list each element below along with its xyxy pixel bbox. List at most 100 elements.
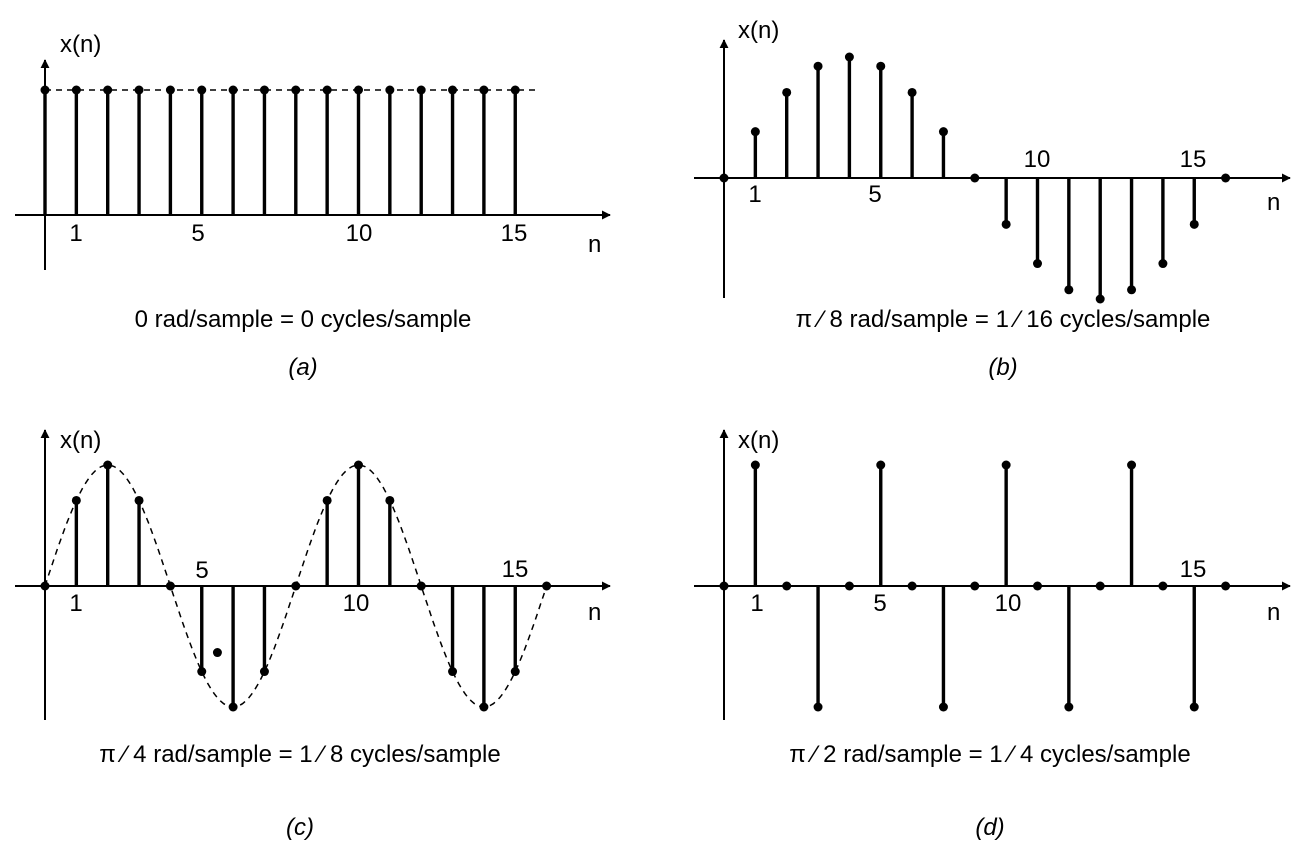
panel-c-sample-0 bbox=[40, 581, 50, 591]
panel-a-sample-9 bbox=[322, 85, 332, 95]
panel-d-tick-15: 15 bbox=[1180, 556, 1207, 583]
panel-d-sample-4 bbox=[844, 581, 854, 591]
panel-c-sample-13 bbox=[448, 667, 458, 677]
panel-b-sample-0 bbox=[719, 173, 729, 183]
panel-d-sample-15 bbox=[1189, 702, 1199, 712]
panel-c-tick-10: 10 bbox=[343, 590, 370, 617]
panel-d-tick-1: 1 bbox=[750, 590, 763, 617]
panel-c-sample-9 bbox=[322, 495, 332, 505]
panel-b-sample-7 bbox=[938, 127, 948, 137]
panel-a-sample-8 bbox=[291, 85, 301, 95]
panel-b-sample-13 bbox=[1127, 285, 1137, 295]
panel-a-ylabel: x(n) bbox=[60, 31, 101, 58]
panel-a-sample-13 bbox=[448, 85, 458, 95]
panel-c-stray-point bbox=[212, 648, 222, 658]
panel-b-sample-1 bbox=[750, 127, 760, 137]
panel-b-caption: π ⁄ 8 rad/sample = 1 ⁄ 16 cycles/sample bbox=[796, 306, 1211, 333]
panel-b-tick-15: 15 bbox=[1180, 146, 1207, 173]
panel-c-sample-3 bbox=[134, 495, 144, 505]
panel-c-sample-11 bbox=[385, 495, 395, 505]
panel-a-tick-10: 10 bbox=[346, 220, 373, 247]
panel-a-sample-1 bbox=[71, 85, 81, 95]
panel-b-tick-5: 5 bbox=[868, 181, 881, 208]
panel-c-sample-2 bbox=[103, 460, 113, 470]
panel-a-sample-11 bbox=[385, 85, 395, 95]
panel-d-tick-10: 10 bbox=[995, 590, 1022, 617]
panel-b-ylabel: x(n) bbox=[738, 17, 779, 44]
panel-b-sample-15 bbox=[1189, 219, 1199, 229]
panel-b-sample-14 bbox=[1158, 259, 1168, 269]
panel-c-sample-5 bbox=[197, 667, 207, 677]
panel-b-plot bbox=[694, 39, 1291, 304]
panel-a-sample-7 bbox=[259, 85, 269, 95]
panel-c-ylabel: x(n) bbox=[60, 427, 101, 454]
panel-d-sample-8 bbox=[970, 581, 980, 591]
panel-a-tick-5: 5 bbox=[191, 220, 204, 247]
panel-c-sample-6 bbox=[228, 702, 238, 712]
panel-d-sample-16 bbox=[1221, 581, 1231, 591]
panel-a-sample-0 bbox=[40, 85, 50, 95]
panel-c-label: (c) bbox=[286, 814, 314, 841]
panel-c-tick-1: 1 bbox=[69, 590, 82, 617]
panel-d-sample-1 bbox=[750, 460, 760, 470]
panel-d-caption: π ⁄ 2 rad/sample = 1 ⁄ 4 cycles/sample bbox=[789, 741, 1190, 768]
panel-d: x(n) n 1 5 10 15 π ⁄ 2 rad/sample = 1 ⁄ … bbox=[694, 427, 1291, 841]
panel-b-tick-10: 10 bbox=[1024, 146, 1051, 173]
panel-b-label: (b) bbox=[988, 354, 1017, 381]
panel-c-tick-5: 5 bbox=[195, 557, 208, 584]
panel-c-sample-10 bbox=[354, 460, 363, 470]
panel-a-tick-1: 1 bbox=[69, 220, 82, 247]
panel-a-sample-15 bbox=[510, 85, 520, 95]
panel-a-sample-5 bbox=[197, 85, 207, 95]
panel-a-ticks: 1 5 10 15 bbox=[69, 220, 527, 247]
panel-a-sample-3 bbox=[134, 85, 144, 95]
panel-c-xlabel: n bbox=[588, 599, 601, 626]
panel-d-sample-13 bbox=[1127, 460, 1137, 470]
panel-c-sample-12 bbox=[416, 581, 426, 591]
panel-b-sample-8 bbox=[970, 173, 980, 183]
panel-a-sample-2 bbox=[103, 85, 113, 95]
panel-b-sample-3 bbox=[813, 61, 823, 71]
panel-b-tick-1: 1 bbox=[748, 181, 761, 208]
panel-d-xlabel: n bbox=[1267, 599, 1280, 626]
panel-b-sample-4 bbox=[844, 52, 854, 62]
panel-b-sample-9 bbox=[1001, 219, 1011, 229]
panel-d-sample-0 bbox=[719, 581, 729, 591]
panel-b-sample-11 bbox=[1064, 285, 1074, 295]
panel-c-sample-7 bbox=[259, 667, 269, 677]
panel-d-sample-2 bbox=[782, 581, 792, 591]
panel-d-label: (d) bbox=[975, 814, 1004, 841]
panel-a-sample-12 bbox=[416, 85, 426, 95]
panel-b-sample-2 bbox=[782, 87, 792, 97]
panel-d-sample-3 bbox=[813, 702, 823, 712]
panel-c-sample-1 bbox=[71, 495, 81, 505]
panel-a-sample-4 bbox=[165, 85, 175, 95]
panel-b-sample-6 bbox=[907, 87, 917, 97]
panel-c-sample-14 bbox=[479, 702, 489, 712]
panel-b-sample-16 bbox=[1221, 173, 1231, 183]
panel-d-sample-10 bbox=[1033, 581, 1042, 591]
panel-d-sample-7 bbox=[938, 702, 948, 712]
panel-a-sample-14 bbox=[479, 85, 489, 95]
panel-a: x(n) n 1 5 10 15 0 rad/sample = 0 cycles… bbox=[15, 31, 611, 381]
panel-b-sample-10 bbox=[1033, 259, 1042, 269]
panel-d-sample-9 bbox=[1001, 460, 1011, 470]
panel-c-caption: π ⁄ 4 rad/sample = 1 ⁄ 8 cycles/sample bbox=[99, 741, 500, 768]
panel-a-caption: 0 rad/sample = 0 cycles/sample bbox=[135, 306, 472, 333]
panel-c-tick-15: 15 bbox=[502, 556, 529, 583]
panel-d-sample-11 bbox=[1064, 702, 1074, 712]
panel-d-ylabel: x(n) bbox=[738, 427, 779, 454]
panel-a-label: (a) bbox=[288, 354, 317, 381]
panel-c: x(n) n 1 5 10 15 π ⁄ 4 rad/sample = 1 ⁄ … bbox=[15, 427, 611, 841]
panel-c-plot bbox=[15, 429, 611, 720]
panel-d-sample-6 bbox=[907, 581, 917, 591]
panel-c-ticks: 1 5 10 15 bbox=[69, 556, 528, 617]
panel-a-plot bbox=[15, 59, 611, 270]
panel-b-sample-12 bbox=[1095, 294, 1105, 304]
panel-a-sample-10 bbox=[354, 85, 363, 95]
panel-d-sample-5 bbox=[876, 460, 886, 470]
panel-a-xlabel: n bbox=[588, 231, 601, 258]
panel-d-tick-5: 5 bbox=[873, 590, 886, 617]
panel-d-sample-12 bbox=[1095, 581, 1105, 591]
